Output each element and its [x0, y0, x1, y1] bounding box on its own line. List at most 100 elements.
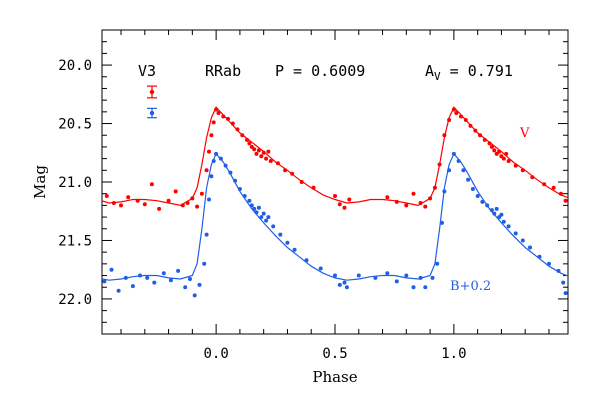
data-point-b	[204, 232, 209, 237]
data-point-b	[556, 268, 561, 273]
data-point-v	[489, 144, 494, 149]
data-point-v	[221, 114, 226, 119]
data-point-b	[337, 282, 342, 287]
data-point-b	[209, 174, 214, 179]
data-point-v	[478, 133, 482, 138]
data-point-b	[342, 280, 347, 285]
data-point-v	[157, 206, 162, 211]
data-point-b	[192, 293, 197, 298]
data-point-v	[530, 175, 535, 180]
data-point-b	[411, 285, 416, 290]
data-point-v	[283, 168, 288, 173]
data-point-v	[190, 196, 195, 201]
data-point-b	[223, 163, 228, 168]
data-point-b	[385, 271, 390, 276]
data-point-v	[261, 150, 266, 155]
data-point-b	[176, 268, 181, 273]
data-point-v	[542, 182, 547, 187]
chart-header: V3 RRab P = 0.6009 AV = 0.791	[138, 62, 513, 83]
data-point-b	[197, 282, 202, 287]
data-point-v	[126, 195, 131, 200]
data-point-v	[551, 185, 556, 190]
series-label-v: V	[519, 126, 530, 141]
data-point-v	[185, 201, 190, 205]
data-point-b	[102, 279, 107, 284]
data-point-v	[204, 168, 209, 173]
data-point-v	[166, 198, 171, 203]
data-point-v	[211, 120, 216, 125]
data-point-v	[497, 149, 502, 154]
data-point-v	[468, 123, 473, 128]
data-point-b	[356, 273, 361, 278]
amplitude-symbol: A	[425, 62, 434, 80]
x-tick-label: 0.0	[203, 346, 228, 362]
data-point-v	[256, 148, 261, 153]
data-point-v	[501, 156, 506, 161]
data-point-b	[261, 211, 266, 216]
data-point-b	[418, 275, 423, 280]
data-point-v	[264, 156, 269, 161]
data-point-v	[240, 133, 245, 138]
data-point-b	[211, 159, 216, 163]
data-point-b	[304, 258, 309, 263]
data-point-v	[447, 118, 452, 122]
data-point-b	[494, 206, 499, 211]
data-point-b	[214, 151, 219, 156]
data-point-b	[480, 199, 485, 204]
data-point-b	[475, 194, 480, 198]
amplitude-value: = 0.791	[441, 62, 513, 80]
data-point-b	[430, 275, 435, 280]
data-point-b	[404, 273, 409, 278]
amplitude-subscript: V	[434, 70, 441, 83]
data-point-b	[292, 247, 297, 252]
data-point-b	[513, 231, 518, 236]
data-point-v	[437, 162, 442, 167]
data-point-b	[161, 271, 166, 276]
data-point-v	[180, 203, 185, 208]
data-point-v	[347, 197, 352, 202]
fit-curve-b	[102, 152, 568, 281]
data-point-v	[299, 180, 304, 184]
data-point-b	[547, 261, 551, 266]
data-point-v	[104, 194, 109, 198]
data-point-v	[207, 149, 211, 154]
data-point-v	[252, 147, 257, 152]
data-point-v	[459, 114, 463, 119]
data-point-b	[109, 267, 114, 272]
data-point-v	[209, 133, 214, 138]
data-point-v	[119, 203, 123, 208]
data-point-v	[173, 189, 178, 194]
data-point-b	[333, 273, 337, 278]
data-point-b	[520, 238, 525, 243]
error-bar-point	[149, 110, 155, 116]
data-point-v	[404, 203, 409, 208]
data-point-v	[492, 148, 497, 153]
data-point-b	[423, 285, 428, 290]
data-point-b	[501, 219, 506, 224]
data-points	[102, 107, 568, 298]
data-point-b	[499, 212, 504, 217]
data-point-b	[435, 261, 440, 266]
data-point-b	[152, 280, 157, 285]
data-point-b	[285, 240, 290, 245]
data-point-b	[489, 208, 494, 213]
data-point-b	[252, 206, 257, 211]
data-point-b	[145, 275, 150, 280]
data-point-v	[254, 151, 259, 156]
data-point-v	[428, 196, 433, 201]
data-point-b	[247, 198, 252, 203]
star-amplitude: AV = 0.791	[425, 62, 513, 83]
data-point-b	[256, 205, 261, 210]
data-point-v	[247, 141, 252, 146]
data-point-b	[188, 277, 192, 281]
data-point-v	[149, 182, 154, 187]
axis-ticks: 0.0 0.5 1.0 20.0 20.5 21.0 21.5 22.0	[58, 30, 568, 362]
data-point-b	[123, 275, 128, 280]
data-point-b	[266, 215, 271, 220]
data-point-b	[130, 284, 135, 289]
data-point-v	[111, 201, 116, 205]
data-point-v	[245, 137, 249, 142]
data-point-b	[218, 156, 223, 161]
data-point-b	[373, 275, 378, 280]
